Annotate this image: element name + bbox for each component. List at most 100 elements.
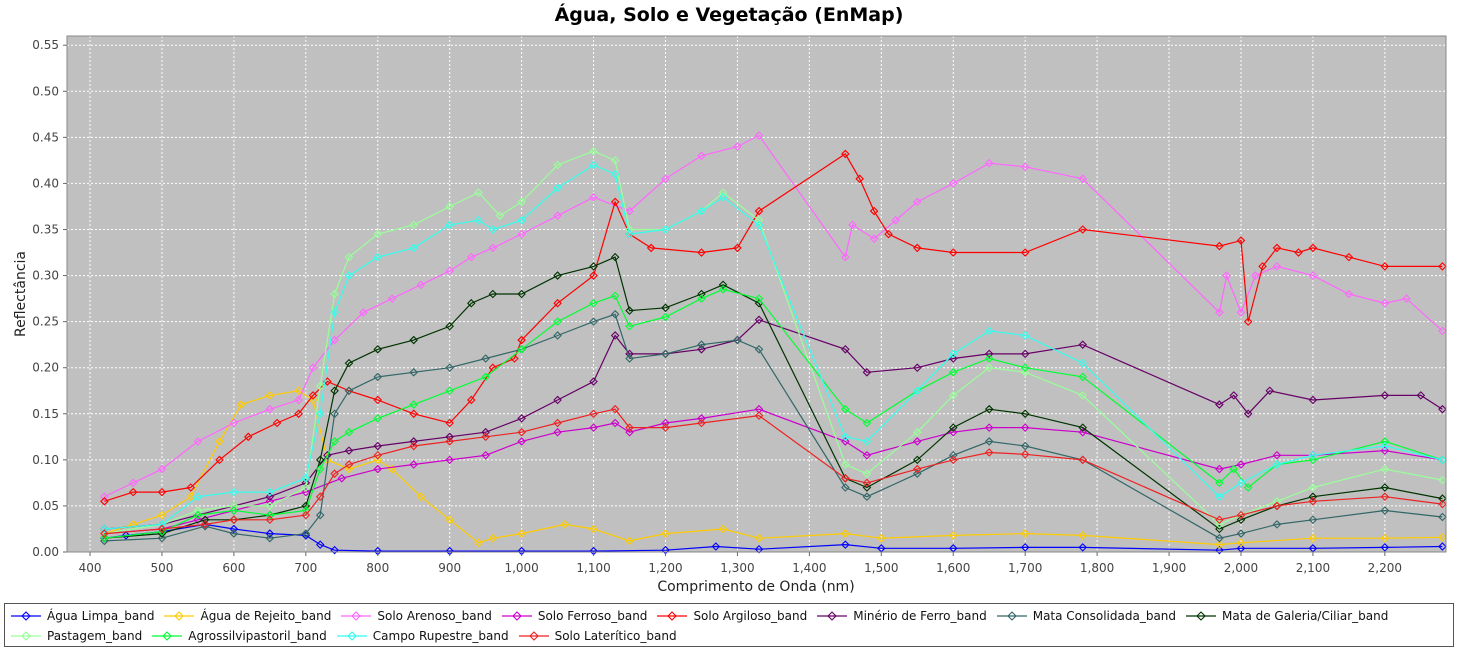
data-point [373, 450, 383, 460]
data-point [315, 455, 325, 465]
data-point [912, 386, 922, 396]
data-point [589, 160, 598, 170]
data-point [1236, 478, 1246, 488]
data-point [841, 252, 850, 262]
x-tick-label: 1,800 [1080, 561, 1114, 575]
legend: Água Limpa_band Água de Rejeito_band Solo … [4, 603, 1454, 647]
data-point [416, 280, 426, 290]
data-point [157, 510, 167, 520]
data-point [1020, 441, 1030, 451]
data-point [589, 317, 598, 326]
data-point [1215, 492, 1224, 501]
legend-label: Agrossilvipastoril_band [188, 629, 327, 643]
data-point [301, 483, 311, 492]
data-point [1020, 543, 1030, 552]
x-axis-label: Comprimento de Onda (nm) [657, 579, 854, 595]
y-tick-label: 0.20 [32, 361, 59, 375]
legend-swatch-icon [336, 631, 367, 641]
data-point [373, 252, 383, 262]
data-point [315, 409, 325, 419]
data-point [445, 455, 454, 465]
data-point [1308, 497, 1318, 506]
data-point [1380, 483, 1390, 492]
data-point [128, 487, 138, 497]
data-point [1344, 252, 1354, 262]
data-point [1308, 544, 1318, 553]
data-point [984, 437, 994, 446]
data-point [697, 294, 706, 303]
data-point [754, 315, 764, 325]
data-point [1272, 243, 1282, 253]
x-tick-label: 2,000 [1224, 561, 1258, 575]
data-point [1215, 515, 1224, 525]
data-point [625, 229, 634, 239]
data-point [610, 291, 620, 301]
data-point [243, 432, 253, 442]
data-point [912, 197, 922, 207]
data-point [862, 450, 872, 460]
data-point [157, 464, 167, 474]
data-point [610, 252, 620, 262]
data-point [445, 418, 454, 428]
data-point [697, 206, 706, 216]
data-point [862, 478, 872, 488]
data-point [229, 418, 239, 428]
data-point [1236, 510, 1246, 520]
data-point [589, 146, 598, 156]
data-point [229, 529, 239, 538]
data-point [1243, 409, 1253, 419]
data-point [1020, 162, 1030, 172]
legend-label: Solo Ferroso_band [537, 609, 648, 623]
legend-swatch-icon [11, 611, 41, 621]
data-point [841, 540, 850, 549]
legend-label: Água Limpa_band [47, 609, 155, 623]
data-point [517, 197, 526, 207]
data-point [517, 216, 526, 225]
data-point [445, 266, 454, 276]
data-point [1236, 460, 1246, 469]
data-point [718, 285, 728, 294]
data-point [1416, 391, 1426, 400]
data-point [236, 400, 246, 409]
data-point [984, 363, 994, 372]
y-tick-label: 0.45 [32, 130, 59, 144]
series-polyline [104, 134, 1443, 498]
data-point [1380, 506, 1390, 515]
legend-item: Solo Ferroso_band [501, 609, 648, 623]
x-tick-label: 1,400 [792, 561, 826, 575]
data-point [272, 418, 282, 428]
data-point [754, 533, 764, 543]
data-point [445, 437, 454, 446]
data-point [265, 487, 275, 497]
x-tick-label: 600 [222, 561, 245, 575]
data-point [301, 474, 311, 483]
data-point [841, 474, 850, 483]
data-point [553, 331, 562, 340]
series-line [100, 160, 1447, 534]
data-point [661, 312, 670, 322]
data-point [330, 335, 339, 345]
data-point [718, 524, 728, 534]
data-point [1272, 262, 1282, 271]
plot-area [67, 36, 1446, 552]
data-point [445, 220, 454, 230]
x-tick-label: 1,700 [1008, 561, 1042, 575]
data-point [877, 533, 886, 543]
data-point [984, 423, 994, 432]
data-point [488, 363, 498, 372]
data-point [841, 149, 850, 159]
legend-label: Água de Rejeito_band [200, 609, 332, 623]
data-point [1294, 248, 1303, 257]
data-point [330, 437, 339, 446]
data-point [1380, 543, 1390, 552]
data-point [373, 441, 383, 451]
data-point [488, 225, 498, 234]
data-point [409, 400, 419, 409]
data-point [344, 446, 354, 455]
data-point [200, 520, 210, 529]
data-point [1229, 464, 1239, 474]
series-polyline [104, 523, 1443, 552]
data-point [344, 386, 354, 396]
data-point [1078, 531, 1088, 540]
data-point [1272, 450, 1282, 460]
